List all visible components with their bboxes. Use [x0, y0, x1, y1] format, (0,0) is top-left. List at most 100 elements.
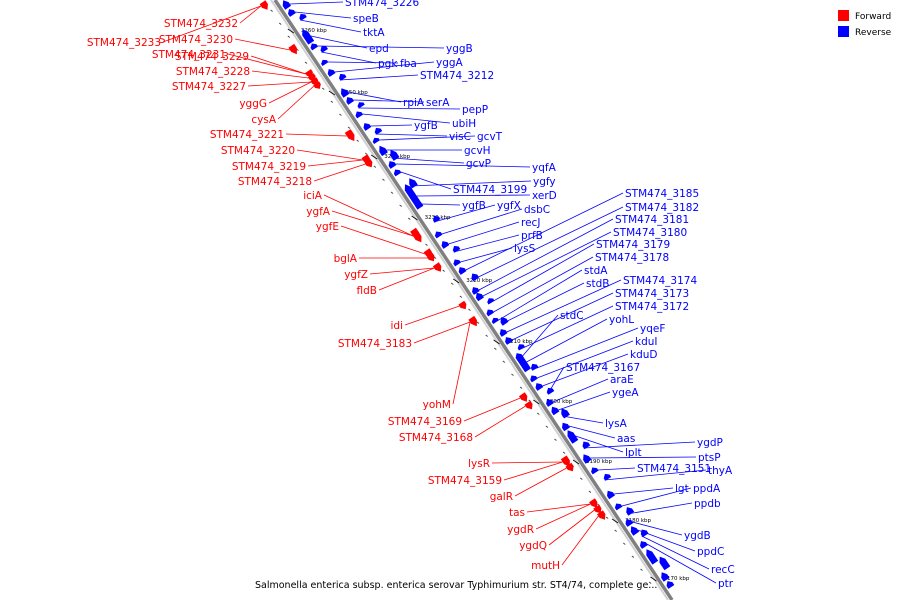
gene-label-yqfa[interactable]: yqfA: [532, 162, 557, 174]
reverse-feature-arrow[interactable]: [499, 329, 508, 337]
gene-label-ygfb[interactable]: ygfB: [414, 120, 438, 132]
gene-label-stm474-3226[interactable]: STM474_3226: [345, 0, 419, 9]
gene-label-stm474-3172[interactable]: STM474_3172: [615, 301, 689, 313]
reverse-feature-arrow[interactable]: [299, 13, 307, 21]
reverse-feature-arrow[interactable]: [433, 215, 441, 223]
gene-label-xerd[interactable]: xerD: [532, 190, 557, 202]
gene-label-lysr[interactable]: lysR: [468, 458, 490, 470]
gene-label-stm474-3185[interactable]: STM474_3185: [625, 188, 699, 200]
gene-label-ppdb[interactable]: ppdb: [694, 498, 721, 510]
reverse-feature-arrow[interactable]: [535, 383, 544, 391]
reverse-feature-arrow[interactable]: [505, 337, 513, 345]
gene-label-speb[interactable]: speB: [353, 13, 379, 25]
reverse-feature-arrow[interactable]: [327, 69, 336, 77]
reverse-feature-arrow[interactable]: [625, 519, 634, 527]
reverse-feature-arrow[interactable]: [372, 137, 380, 144]
reverse-feature-arrow[interactable]: [434, 231, 443, 239]
reverse-feature-arrow[interactable]: [341, 88, 350, 98]
reverse-feature-arrow[interactable]: [583, 454, 592, 464]
gene-label-rpia[interactable]: rpiA: [403, 97, 425, 109]
gene-label-stm474-3220[interactable]: STM474_3220: [221, 145, 295, 157]
reverse-feature-arrow[interactable]: [516, 353, 531, 373]
reverse-feature-arrow[interactable]: [551, 406, 560, 416]
reverse-feature-arrow[interactable]: [339, 73, 347, 81]
reverse-feature-arrow[interactable]: [603, 473, 612, 481]
reverse-feature-arrow[interactable]: [441, 241, 450, 249]
gene-label-visc[interactable]: visC: [449, 131, 471, 143]
forward-feature-arrow[interactable]: [589, 498, 598, 508]
gene-label-sera[interactable]: serA: [426, 97, 450, 109]
gene-label-muth[interactable]: mutH: [531, 560, 560, 572]
gene-label-stm474-3180[interactable]: STM474_3180: [613, 227, 687, 239]
forward-feature-arrow[interactable]: [288, 43, 297, 55]
reverse-feature-arrow[interactable]: [486, 309, 495, 317]
reverse-feature-arrow[interactable]: [607, 490, 615, 500]
gene-label-ygfb[interactable]: ygfB: [462, 200, 486, 212]
gene-label-lysa[interactable]: lysA: [605, 418, 628, 430]
reverse-feature-arrow[interactable]: [321, 59, 329, 66]
reverse-feature-arrow[interactable]: [388, 161, 397, 169]
gene-label-stm474-3168[interactable]: STM474_3168: [399, 432, 473, 444]
reverse-feature-arrow[interactable]: [453, 259, 461, 267]
forward-feature-arrow[interactable]: [458, 300, 467, 310]
reverse-feature-arrow[interactable]: [458, 267, 467, 275]
reverse-feature-arrow[interactable]: [661, 572, 670, 582]
gene-label-fba[interactable]: fba: [400, 58, 417, 70]
gene-label-stm474-3221[interactable]: STM474_3221: [210, 129, 284, 141]
gene-label-stm474-3169[interactable]: STM474_3169: [388, 416, 462, 428]
gene-label-gcvp[interactable]: gcvP: [466, 158, 491, 170]
gene-label-pgk[interactable]: pgk: [378, 58, 398, 70]
gene-label-ubih[interactable]: ubiH: [452, 118, 476, 130]
reverse-feature-arrow[interactable]: [546, 399, 554, 407]
gene-label-lyss[interactable]: lysS: [514, 243, 536, 255]
forward-feature-arrow[interactable]: [426, 252, 435, 262]
gene-label-recc[interactable]: recC: [711, 564, 735, 576]
reverse-feature-arrow[interactable]: [562, 422, 570, 432]
gene-label-stm474-3178[interactable]: STM474_3178: [595, 252, 669, 264]
gene-label-ygdq[interactable]: ygdQ: [519, 540, 547, 552]
gene-label-stm474-3151[interactable]: STM474_3151: [637, 463, 711, 475]
reverse-feature-arrow[interactable]: [659, 556, 671, 571]
gene-label-stm474-3199[interactable]: STM474_3199: [453, 184, 527, 196]
gene-label-ppdc[interactable]: ppdC: [697, 546, 724, 558]
gene-label-ygdp[interactable]: ygdP: [697, 437, 723, 449]
gene-label-pepp[interactable]: pepP: [462, 104, 488, 116]
reverse-feature-arrow[interactable]: [640, 541, 648, 549]
gene-label-thya[interactable]: thyA: [708, 465, 733, 477]
gene-label-yohl[interactable]: yohL: [609, 314, 634, 326]
reverse-feature-arrow[interactable]: [355, 111, 364, 119]
gene-label-stm474-3159[interactable]: STM474_3159: [428, 475, 502, 487]
gene-label-stda[interactable]: stdA: [584, 265, 608, 277]
gene-label-arae[interactable]: araE: [610, 374, 634, 386]
gene-label-stm474-3182[interactable]: STM474_3182: [625, 202, 699, 214]
gene-label-gcvh[interactable]: gcvH: [464, 145, 491, 157]
gene-label-dsbc[interactable]: dsbC: [524, 204, 550, 216]
gene-label-ppda[interactable]: ppdA: [693, 483, 721, 495]
forward-feature-arrow[interactable]: [597, 510, 606, 520]
gene-label-ptsp[interactable]: ptsP: [698, 452, 721, 464]
reverse-feature-arrow[interactable]: [646, 549, 659, 565]
gene-label-lgt[interactable]: lgt: [675, 483, 689, 495]
gene-label-prfb[interactable]: prfB: [521, 230, 543, 242]
gene-label-yqef[interactable]: yqeF: [640, 323, 665, 335]
gene-label-stm474-3227[interactable]: STM474_3227: [172, 81, 246, 93]
gene-label-stm474-3174[interactable]: STM474_3174: [623, 275, 697, 287]
gene-label-cysa[interactable]: cysA: [251, 114, 276, 126]
gene-label-ygfz[interactable]: ygfZ: [344, 269, 368, 281]
reverse-feature-arrow[interactable]: [393, 169, 402, 177]
gene-label-stm474-3230[interactable]: STM474_3230: [159, 34, 233, 46]
reverse-feature-arrow[interactable]: [452, 245, 461, 253]
reverse-feature-arrow[interactable]: [630, 526, 640, 536]
gene-label-yggb[interactable]: yggB: [446, 43, 473, 55]
gene-label-ygfa[interactable]: ygfA: [306, 206, 331, 218]
gene-label-idi[interactable]: idi: [391, 320, 404, 332]
gene-label-epd[interactable]: epd: [369, 43, 389, 55]
gene-label-ygfx[interactable]: ygfX: [497, 200, 521, 212]
reverse-feature-arrow[interactable]: [302, 29, 315, 45]
reverse-feature-arrow[interactable]: [346, 97, 354, 105]
gene-label-stm474-3229[interactable]: STM474_3229: [175, 51, 249, 63]
reverse-feature-arrow[interactable]: [591, 467, 599, 475]
gene-label-stm474-3231[interactable]: STM474_3231: [152, 49, 226, 61]
reverse-feature-arrow[interactable]: [288, 9, 296, 17]
gene-label-lplt[interactable]: lplt: [625, 447, 642, 459]
